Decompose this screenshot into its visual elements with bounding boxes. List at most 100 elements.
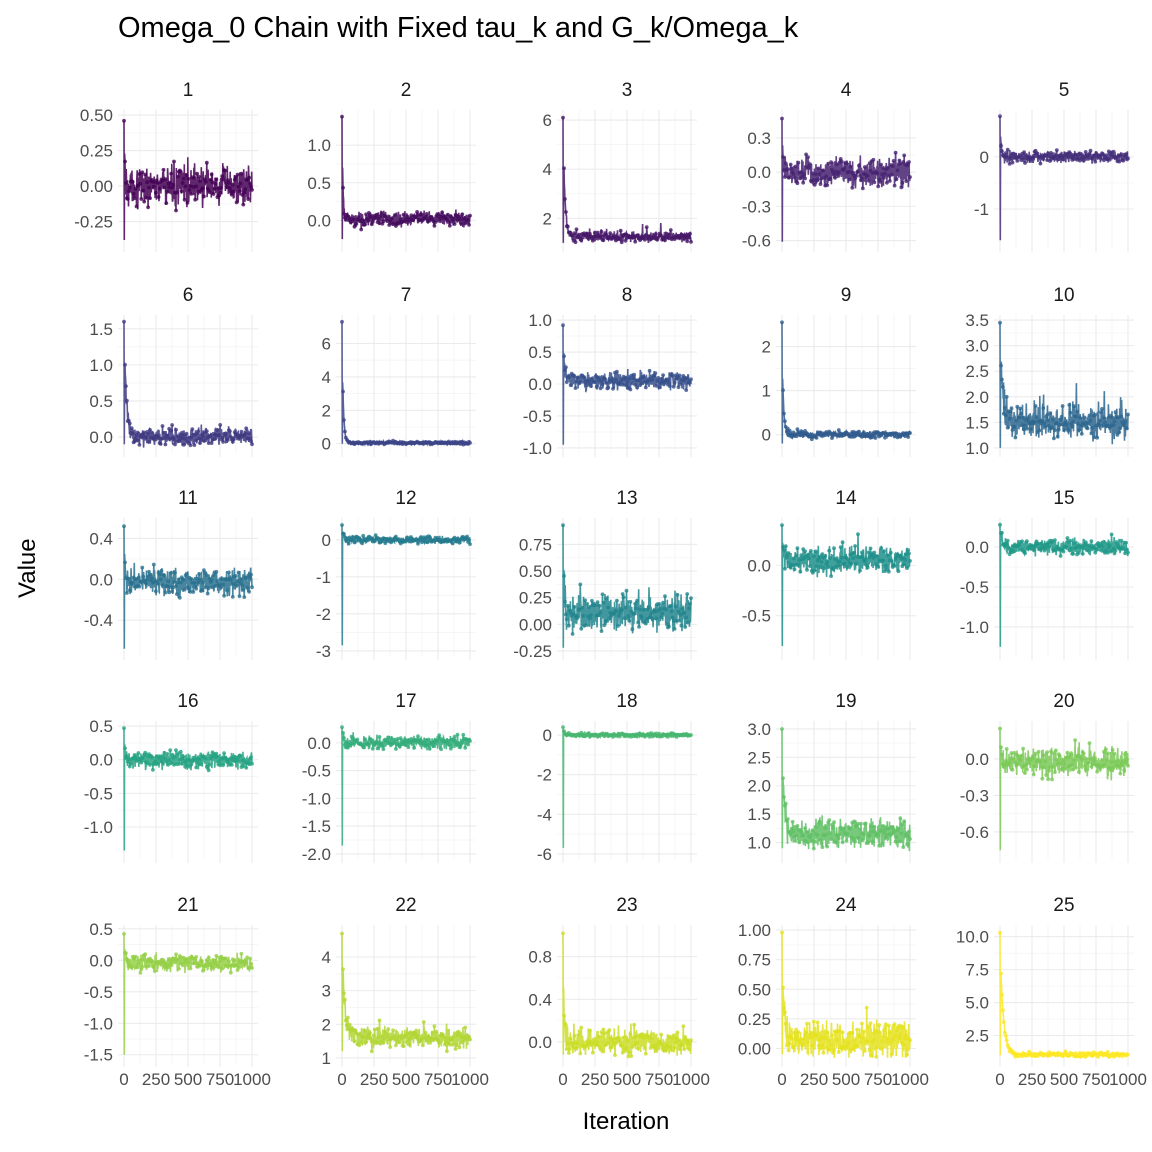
chain-sample-point	[1049, 749, 1053, 754]
chain-sample-point	[858, 568, 862, 573]
x-tick-label: 1000	[891, 1070, 929, 1089]
chain-sample-point	[176, 752, 180, 756]
chain-sample-point	[172, 159, 176, 164]
chain-sample-point	[1075, 409, 1079, 414]
chain-sample-point	[824, 832, 829, 837]
chain-sample-point	[810, 1035, 815, 1040]
chain-sample-point	[783, 801, 788, 806]
chain-sample-point	[394, 747, 398, 751]
chain-sample-point	[562, 574, 566, 578]
chain-sample-point	[893, 1034, 898, 1038]
chain-sample-point	[1077, 551, 1081, 555]
chain-sample-point	[1065, 536, 1070, 540]
chain-sample-point	[136, 438, 141, 443]
chain-sample-point	[416, 212, 420, 217]
chain-sample-point	[377, 1018, 382, 1023]
chain-sample-point	[1083, 150, 1088, 154]
chain-sample-point	[657, 602, 662, 606]
chain-sample-point	[868, 546, 873, 551]
chain-sample-point	[809, 1043, 814, 1048]
chain-sample-point	[151, 184, 156, 189]
chain-sample-point	[204, 573, 209, 578]
facet-strip-label: 8	[622, 285, 633, 306]
chain-sample-point	[643, 233, 648, 238]
y-tick-label: 3	[322, 982, 331, 1001]
chain-sample-point	[604, 381, 609, 385]
chain-sample-point	[1010, 160, 1015, 165]
chain-sample-point	[168, 748, 173, 752]
chain-sample-point	[610, 376, 614, 381]
chain-sample-point	[1001, 385, 1005, 389]
x-tick-label: 500	[1050, 1070, 1078, 1089]
chain-sample-point	[581, 613, 586, 618]
chain-sample-point	[151, 965, 156, 970]
chain-sample-point	[176, 580, 180, 585]
chain-sample-point	[348, 741, 353, 746]
chain-sample-point	[460, 212, 465, 217]
chain-sample-point	[405, 1032, 410, 1036]
chain-sample-point	[876, 184, 881, 189]
chain-sample-point	[135, 430, 140, 435]
chain-sample-point	[371, 1033, 376, 1038]
chain-sample-point	[792, 1030, 797, 1035]
chain-sample-point	[866, 550, 871, 555]
chain-sample-point	[666, 1045, 670, 1049]
chain-sample-point	[344, 1023, 349, 1028]
chain-sample-point	[468, 213, 472, 218]
chain-sample-point	[1100, 407, 1104, 411]
chain-sample-point	[860, 435, 864, 439]
chain-sample-point	[168, 181, 173, 185]
chain-sample-point	[465, 534, 469, 539]
chain-sample-point	[342, 736, 346, 740]
chain-sample-point	[643, 385, 648, 390]
chain-sample-point	[1032, 764, 1037, 768]
chain-sample-point	[172, 956, 176, 961]
chain-sample-point	[218, 763, 223, 768]
chain-sample-point	[787, 175, 792, 180]
chain-sample-point	[669, 1048, 674, 1053]
facet-panel-17: 17-2.0-1.5-1.0-0.50.0	[302, 691, 476, 864]
chain-sample-point	[579, 1025, 584, 1030]
chain-sample-point	[902, 819, 907, 823]
chain-sample-point	[196, 580, 201, 585]
chain-sample-point	[868, 1021, 873, 1026]
chain-sample-point	[860, 1021, 864, 1026]
y-tick-label: 7.5	[965, 961, 989, 980]
chain-sample-point	[1081, 751, 1086, 756]
chain-sample-point	[887, 179, 892, 183]
chain-sample-point	[1103, 420, 1107, 425]
chain-sample-point	[146, 432, 151, 436]
y-tick-label: 0	[980, 148, 989, 167]
chain-sample-point	[623, 375, 628, 380]
chain-sample-point	[604, 232, 609, 237]
y-tick-label: -1.0	[84, 1014, 113, 1033]
chain-sample-point	[667, 1034, 672, 1039]
chain-sample-point	[1050, 777, 1054, 782]
chain-sample-point	[1093, 550, 1098, 555]
chain-sample-point	[164, 759, 169, 764]
chain-sample-point	[852, 819, 857, 824]
chain-sample-point	[214, 569, 219, 574]
chain-sample-point	[885, 180, 889, 185]
chain-sample-point	[459, 742, 464, 746]
chain-sample-point	[1036, 749, 1041, 754]
chain-sample-point	[178, 749, 183, 754]
chain-sample-point	[1003, 1034, 1008, 1038]
x-tick-label: 750	[1082, 1070, 1110, 1089]
chain-sample-point	[231, 437, 236, 442]
chain-sample-point	[1025, 539, 1029, 543]
chain-sample-point	[1061, 758, 1066, 762]
chain-sample-point	[686, 620, 690, 625]
chain-sample-point	[566, 623, 571, 628]
chain-sample-point	[1051, 417, 1055, 422]
chain-sample-point	[208, 433, 213, 438]
chain-sample-point	[885, 833, 889, 837]
chain-sample-point	[801, 833, 806, 838]
chain-sample-point	[1077, 770, 1081, 774]
chain-sample-point	[680, 607, 685, 611]
chain-sample-point	[176, 957, 180, 962]
chain-sample-point	[242, 595, 247, 599]
chain-sample-point	[624, 383, 629, 387]
chain-sample-point	[822, 566, 827, 570]
chain-sample-point	[457, 540, 462, 545]
